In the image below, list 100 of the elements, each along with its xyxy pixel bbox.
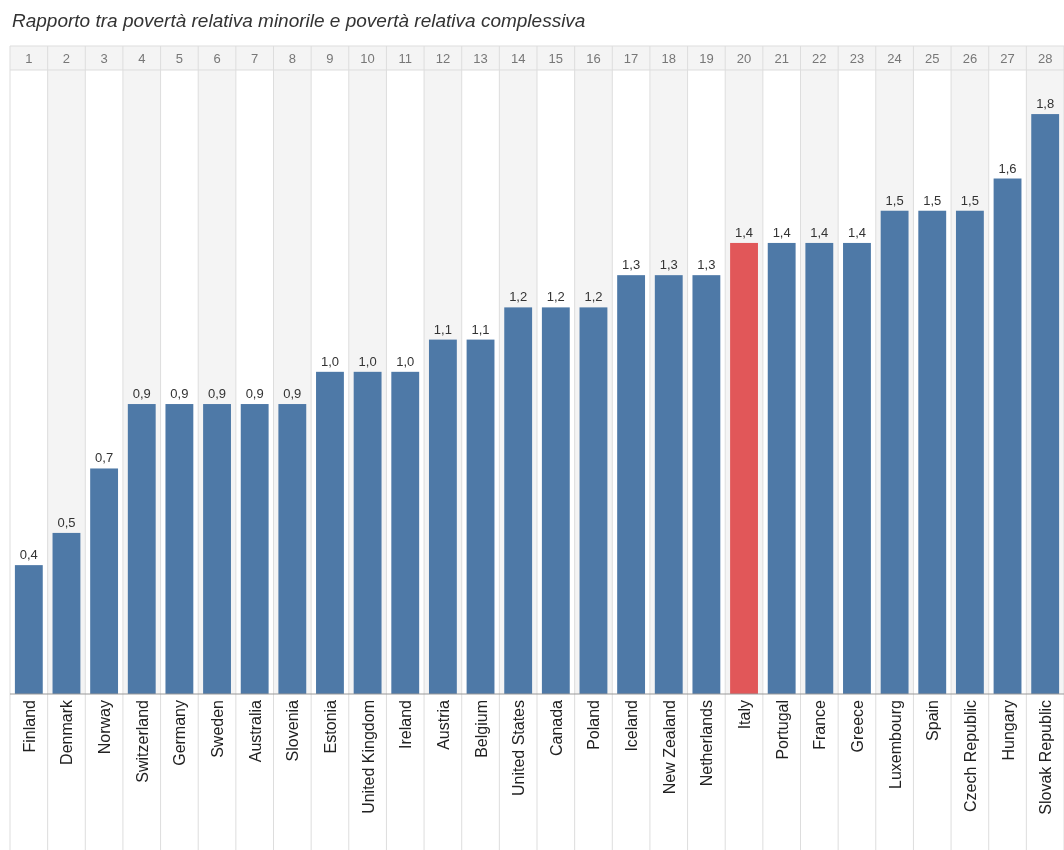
data-label: 1,4: [735, 224, 754, 240]
x-tick-label: Sweden: [209, 700, 227, 758]
data-label: 1,3: [622, 257, 641, 273]
x-tick-label: France: [811, 699, 829, 750]
x2-tick-label: 14: [510, 51, 526, 66]
bar: [316, 371, 344, 694]
data-label: 1,0: [320, 353, 339, 369]
x2-tick-label: 24: [887, 51, 902, 66]
bar: [918, 210, 947, 694]
data-label: 0,9: [208, 386, 227, 402]
x2-tick-label: 5: [175, 51, 184, 66]
bar: [692, 275, 721, 694]
x2-tick-label: 3: [100, 51, 108, 66]
data-label: 1,5: [885, 192, 904, 208]
data-label: 0,9: [132, 386, 151, 402]
x2-tick-label: 11: [398, 51, 412, 66]
x2-tick-label: 20: [736, 51, 752, 66]
data-label: 1,6: [998, 160, 1017, 176]
bar: [767, 242, 796, 694]
x2-tick-label: 7: [251, 51, 259, 66]
bar: [240, 404, 269, 694]
x2-tick-label: 23: [849, 51, 865, 66]
data-label: 1,1: [471, 321, 490, 337]
x2-tick-label: 22: [812, 51, 827, 66]
x-tick-label: New Zealand: [660, 700, 678, 795]
x2-tick-label: 17: [623, 51, 639, 66]
x2-tick-label: 6: [213, 51, 221, 66]
data-label: 1,8: [1036, 96, 1055, 112]
data-label: 0,5: [57, 514, 76, 530]
bar: [466, 339, 495, 694]
x-tick-label: Czech Republic: [961, 700, 979, 813]
x2-tick-label: 9: [326, 51, 334, 66]
x-tick-label: Canada: [547, 699, 565, 757]
x-tick-label: Austria: [434, 699, 452, 750]
bar: [14, 565, 43, 694]
x-tick-label: Finland: [20, 700, 38, 753]
x-tick-label: Norway: [96, 700, 114, 755]
x2-tick-label: 8: [288, 51, 296, 66]
x-tick-label: Germany: [171, 700, 189, 766]
x-tick-label: Slovak Republic: [1037, 700, 1055, 815]
x2-tick-label: 2: [62, 51, 71, 66]
bar: [843, 242, 871, 694]
x2-tick-label: 21: [774, 51, 789, 66]
data-label: 1,5: [960, 192, 979, 208]
x-tick-label: Ireland: [397, 700, 415, 749]
data-label: 1,4: [847, 224, 866, 240]
data-label: 1,4: [810, 224, 829, 240]
data-label: 1,2: [584, 289, 603, 305]
x-tick-label: Greece: [848, 699, 866, 753]
x-tick-label: Poland: [585, 700, 603, 750]
x-tick-label: Luxembourg: [886, 700, 904, 789]
x-tick-label: Netherlands: [698, 700, 716, 787]
x-tick-label: Spain: [924, 700, 942, 741]
x-tick-label: Portugal: [773, 700, 791, 760]
chart-title: Rapporto tra povertà relativa minorile e povertà relativa complessiva: [12, 10, 586, 31]
x-tick-label: United Kingdom: [359, 700, 377, 814]
data-label: 1,3: [697, 257, 716, 273]
x2-tick-label: 27: [1000, 51, 1015, 66]
data-label: 0,9: [170, 386, 189, 402]
x-tick-label: Iceland: [623, 700, 641, 752]
data-label: 1,0: [396, 353, 415, 369]
x2-tick-label: 25: [925, 51, 940, 66]
data-label: 1,4: [772, 224, 791, 240]
data-label: 1,1: [433, 321, 452, 337]
bar: [90, 468, 119, 694]
data-label: 0,7: [95, 450, 114, 466]
data-label: 0,9: [283, 386, 302, 402]
data-label: 1,5: [923, 192, 942, 208]
bar: [165, 404, 194, 694]
data-label: 1,2: [509, 289, 528, 305]
x2-tick-label: 12: [435, 51, 451, 66]
x-tick-label: Estonia: [321, 699, 339, 754]
x-tick-label: United States: [510, 700, 528, 797]
bar: [617, 275, 646, 694]
x2-tick-label: 26: [962, 51, 978, 66]
bar: [391, 371, 420, 694]
data-label: 1,2: [546, 289, 565, 305]
bar: [52, 532, 81, 694]
x-tick-label: Italy: [736, 700, 754, 730]
data-label: 1,3: [659, 257, 678, 273]
data-label: 0,4: [19, 547, 38, 563]
x2-tick-label: 4: [138, 51, 146, 66]
x2-tick-label: 28: [1037, 51, 1053, 66]
bar: [993, 178, 1022, 694]
x-tick-label: Slovenia: [284, 699, 302, 762]
x2-tick-label: 18: [661, 51, 676, 66]
x2-tick-label: 15: [548, 51, 564, 66]
x2-tick-label: 16: [586, 51, 601, 66]
x-tick-label: Denmark: [58, 699, 76, 765]
x2-tick-label: 10: [360, 51, 375, 66]
data-label: 1,0: [358, 353, 377, 369]
x2-tick-label: 13: [473, 51, 488, 66]
x-tick-label: Switzerland: [133, 700, 151, 783]
x-tick-label: Belgium: [472, 700, 490, 758]
x-tick-label: Australia: [246, 699, 264, 763]
x-tick-label: Hungary: [999, 700, 1017, 761]
bar: [541, 307, 570, 694]
data-label: 0,9: [245, 386, 264, 402]
x2-tick-label: 19: [699, 51, 714, 66]
x2-tick-label: 1: [25, 51, 33, 66]
